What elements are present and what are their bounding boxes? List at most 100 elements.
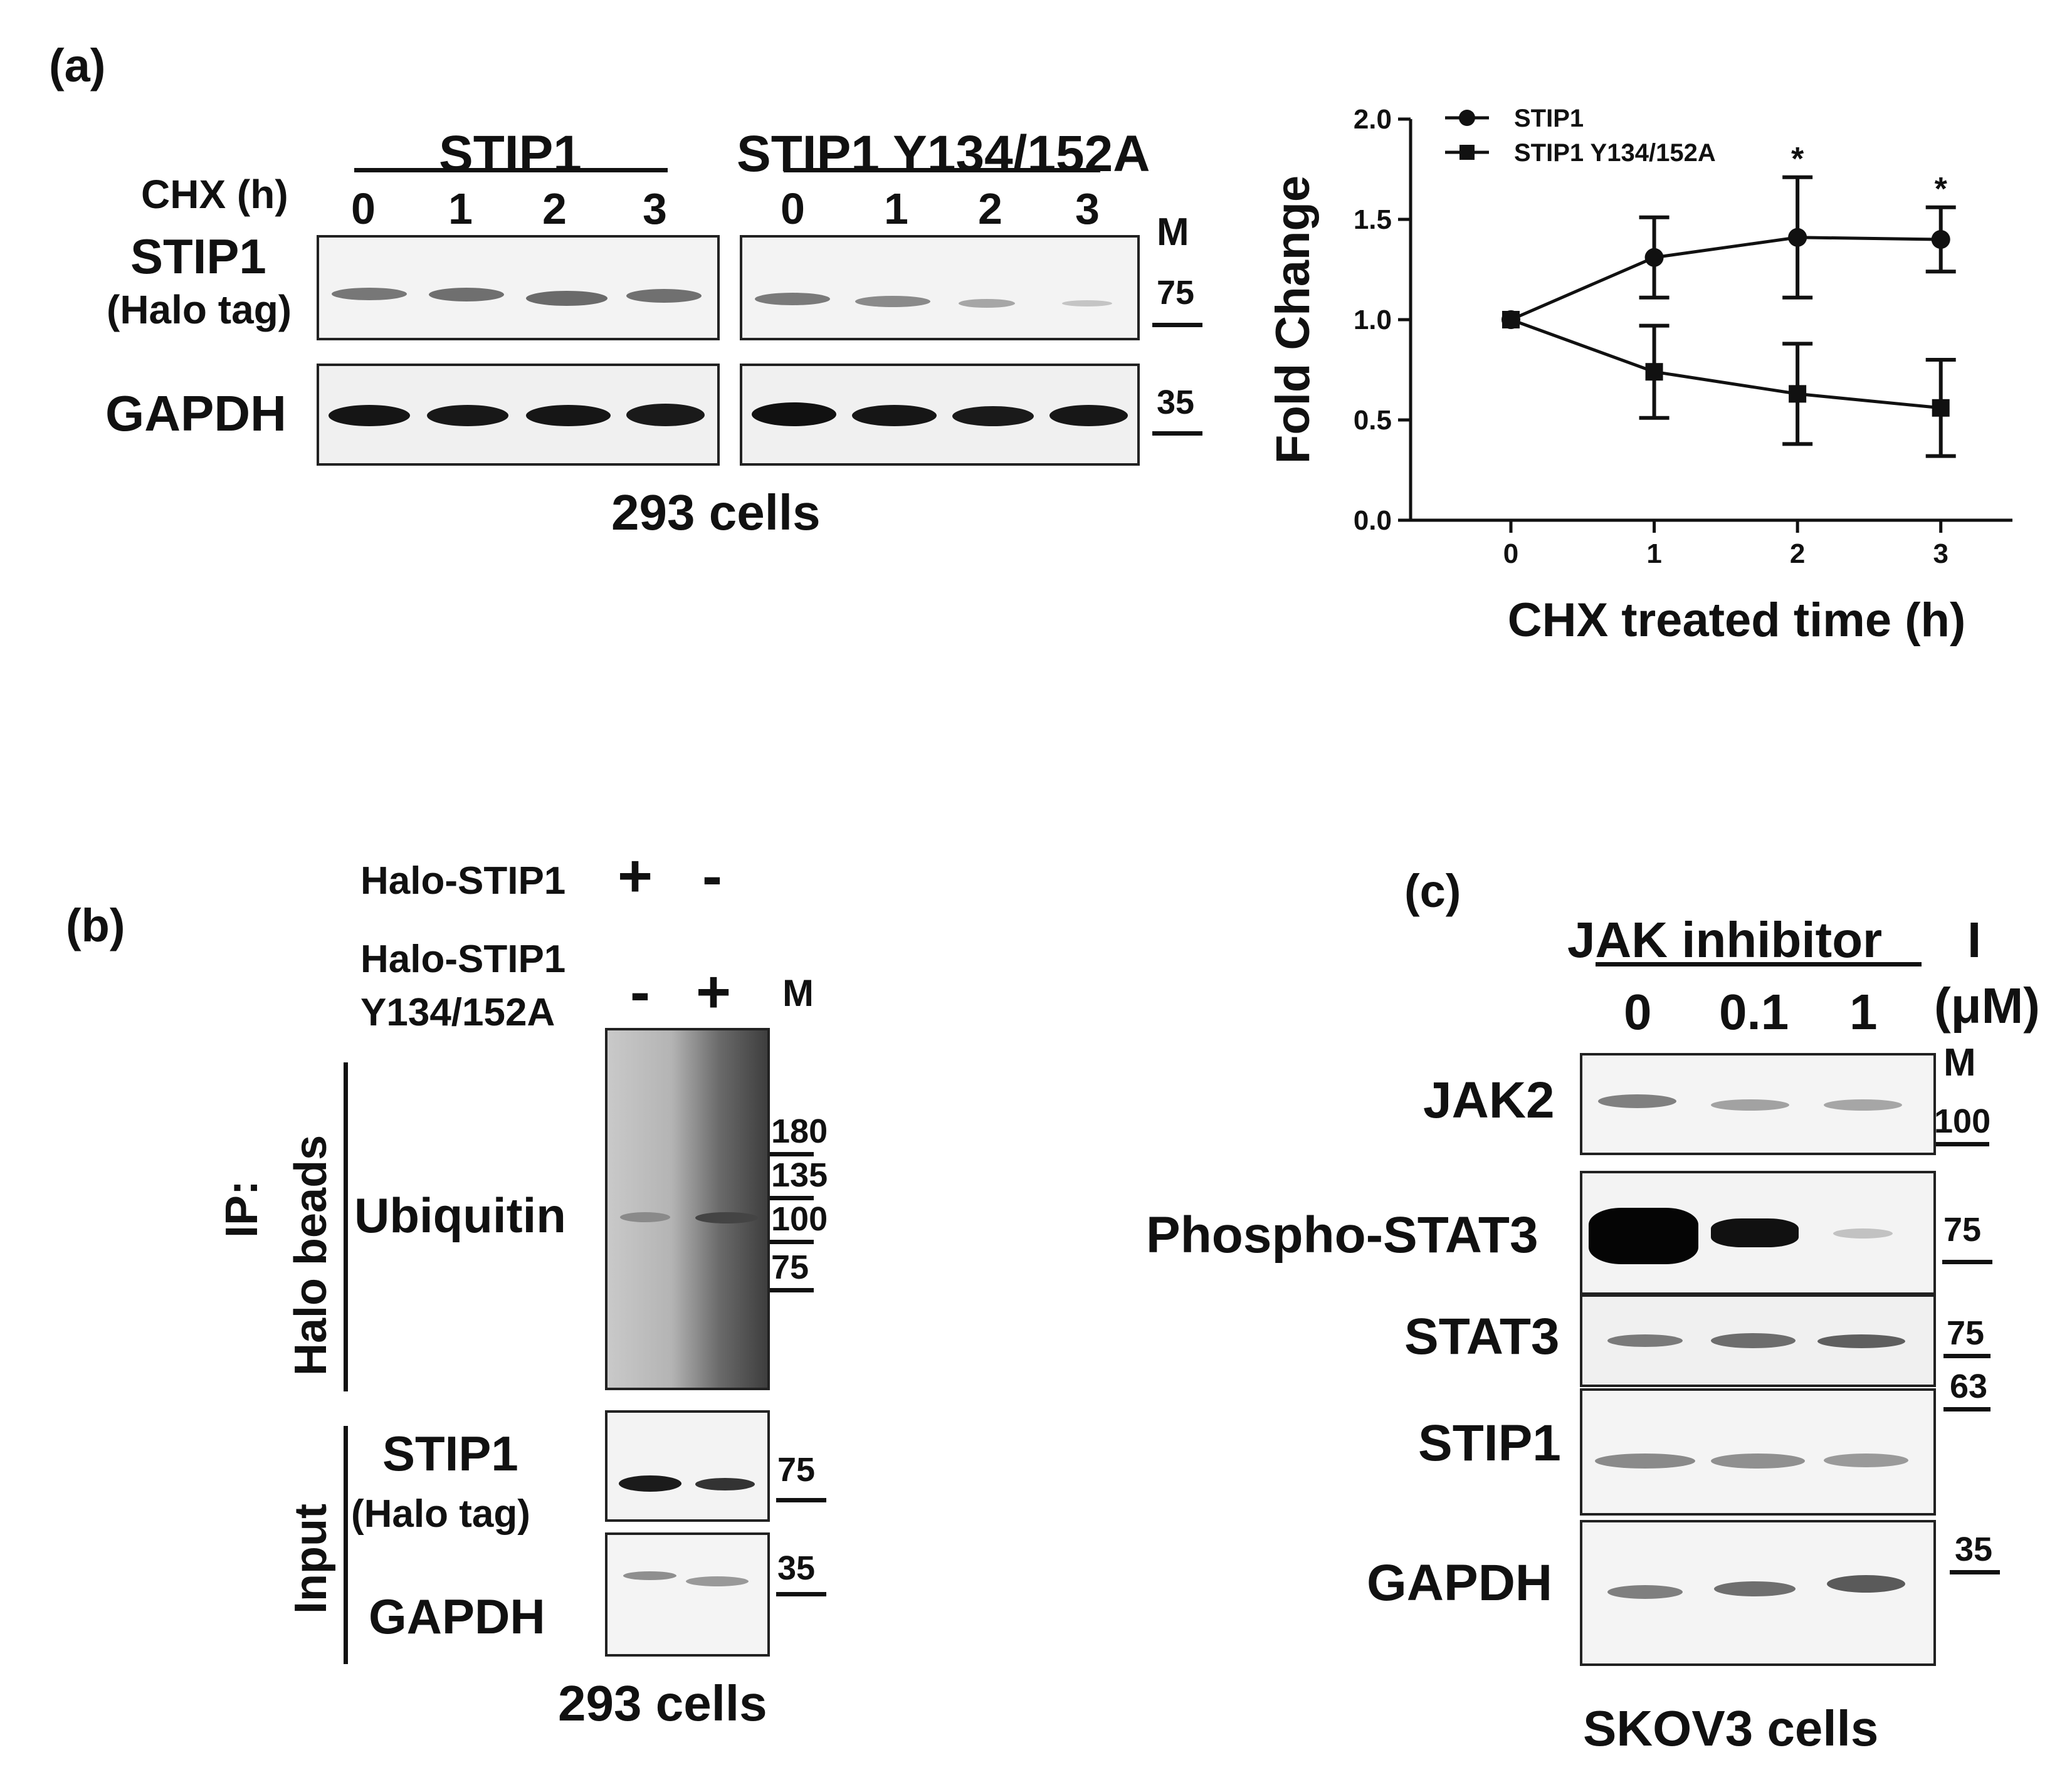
- band: [526, 405, 611, 426]
- lane-2-b: 2: [978, 184, 1002, 233]
- band: [329, 405, 410, 426]
- marker-135-b-line: [770, 1196, 814, 1200]
- marker-100-c: 100: [1934, 1102, 1991, 1140]
- data-point: [1502, 311, 1520, 328]
- blot-b-ubiquitin: [605, 1028, 770, 1390]
- x-axis-label: CHX treated time (h): [1508, 594, 1966, 647]
- halo-stip1-label: Halo-STIP1: [360, 859, 566, 903]
- ip-bracket-line: [344, 1062, 348, 1391]
- dose-1: 1: [1849, 984, 1878, 1040]
- marker-75-b: 75: [777, 1451, 816, 1489]
- panel-a-label: (a): [49, 39, 106, 92]
- band: [1607, 1585, 1683, 1599]
- jak-header-suffix: I: [1967, 912, 1982, 968]
- band: [1711, 1333, 1796, 1348]
- marker-35-c: 35: [1955, 1531, 1993, 1568]
- marker-75-c2-line: [1943, 1354, 1990, 1358]
- band: [959, 299, 1015, 308]
- significance-mark: *: [1791, 141, 1804, 177]
- x-tick-label: 1: [1646, 538, 1661, 569]
- cell-line-b: 293 cells: [558, 1675, 767, 1731]
- y-tick-label: 0.5: [1354, 405, 1392, 436]
- series-line-0: [1510, 236, 1941, 322]
- lane-1-b: 1: [884, 184, 908, 233]
- lane-2-a: 2: [542, 184, 567, 233]
- gapdh-input-label: GAPDH: [369, 1589, 545, 1644]
- group1-bar: [354, 168, 668, 172]
- band: [1049, 405, 1128, 426]
- cell-line-c: SKOV3 cells: [1583, 1700, 1879, 1756]
- row2-label: GAPDH: [105, 385, 287, 441]
- marker-75-a: 75: [1157, 274, 1195, 312]
- marker-100-b-line: [770, 1240, 814, 1244]
- band: [695, 1212, 758, 1223]
- marker-63-c: 63: [1950, 1368, 1988, 1405]
- band: [526, 291, 607, 306]
- marker-75-a-line: [1152, 323, 1202, 327]
- marker-35-b: 35: [777, 1549, 816, 1587]
- band: [1062, 300, 1112, 306]
- marker-100-c-line: [1936, 1142, 1989, 1146]
- band: [1833, 1228, 1893, 1239]
- data-point: [1931, 230, 1950, 249]
- blot-c-stat3: [1580, 1294, 1936, 1387]
- panel-c-label: (c): [1404, 865, 1461, 917]
- band: [429, 288, 504, 301]
- unit-label: (μM): [1934, 978, 2040, 1034]
- band: [852, 405, 937, 426]
- blot-a-stip1-wt: [317, 235, 720, 340]
- band: [619, 1475, 681, 1492]
- blot-a-gapdh-wt: [317, 364, 720, 466]
- sign-row1-lane2: -: [702, 842, 722, 909]
- band: [427, 405, 508, 426]
- marker-header-b: M: [782, 972, 814, 1014]
- band: [1711, 1099, 1789, 1111]
- marker-75-b-line: [776, 1498, 826, 1502]
- band: [1595, 1453, 1695, 1469]
- fold-change-chart: 0.0 0.5 1.0 1.5 2.0 0 1 2 3 CHX treated time (h) F…: [1266, 104, 2012, 647]
- band: [620, 1212, 670, 1222]
- band: [952, 406, 1034, 426]
- blot-b-gapdh: [605, 1532, 770, 1657]
- band: [855, 296, 930, 307]
- blot-a-stip1-mut: [740, 235, 1140, 340]
- series-line-1: [1510, 318, 1941, 410]
- band: [1824, 1453, 1908, 1467]
- phospho-stat3-label: Phospho-STAT3: [1146, 1207, 1538, 1264]
- marker-header-a: M: [1157, 211, 1189, 254]
- legend-marker: [1459, 145, 1475, 160]
- stip1-input-label: STIP1: [382, 1426, 518, 1481]
- cell-line-a: 293 cells: [611, 484, 821, 540]
- data-point: [1645, 363, 1663, 381]
- band: [626, 404, 705, 426]
- x-tick-label: 2: [1790, 538, 1805, 569]
- input-bracket-line: [344, 1426, 348, 1664]
- y-tick-label: 0.0: [1354, 505, 1392, 536]
- blot-c-gapdh: [1580, 1520, 1936, 1666]
- row1-label: STIP1: [130, 229, 266, 284]
- halo-tag-input-label: (Halo tag): [351, 1492, 530, 1536]
- stat3-label: STAT3: [1404, 1308, 1560, 1365]
- x-tick-label: 0: [1503, 538, 1518, 569]
- band: [1824, 1099, 1902, 1111]
- lane-3-b: 3: [1075, 184, 1100, 233]
- marker-35-c-line: [1950, 1570, 2000, 1574]
- jak-inhibitor-header: JAK inhibitor: [1567, 912, 1883, 968]
- band: [623, 1571, 676, 1580]
- marker-100-b: 100: [771, 1200, 828, 1238]
- lane-3-a: 3: [643, 184, 667, 233]
- band: [1817, 1334, 1905, 1348]
- y-tick-label: 2.0: [1354, 104, 1392, 135]
- marker-135-b: 135: [771, 1156, 828, 1194]
- sign-row1-lane1: +: [618, 842, 653, 909]
- marker-75-c1: 75: [1943, 1211, 1982, 1249]
- significance-mark: *: [1935, 171, 1948, 207]
- sign-row2-lane2: +: [696, 958, 732, 1025]
- band: [1714, 1581, 1796, 1596]
- sign-row2-lane1: -: [630, 958, 650, 1025]
- halo-beads-label: Halo beads: [286, 1134, 336, 1376]
- row1-sublabel: (Halo tag): [107, 287, 292, 332]
- jak2-label: JAK2: [1423, 1072, 1555, 1129]
- lane-1-a: 1: [448, 184, 473, 233]
- marker-180-b-line: [770, 1152, 814, 1156]
